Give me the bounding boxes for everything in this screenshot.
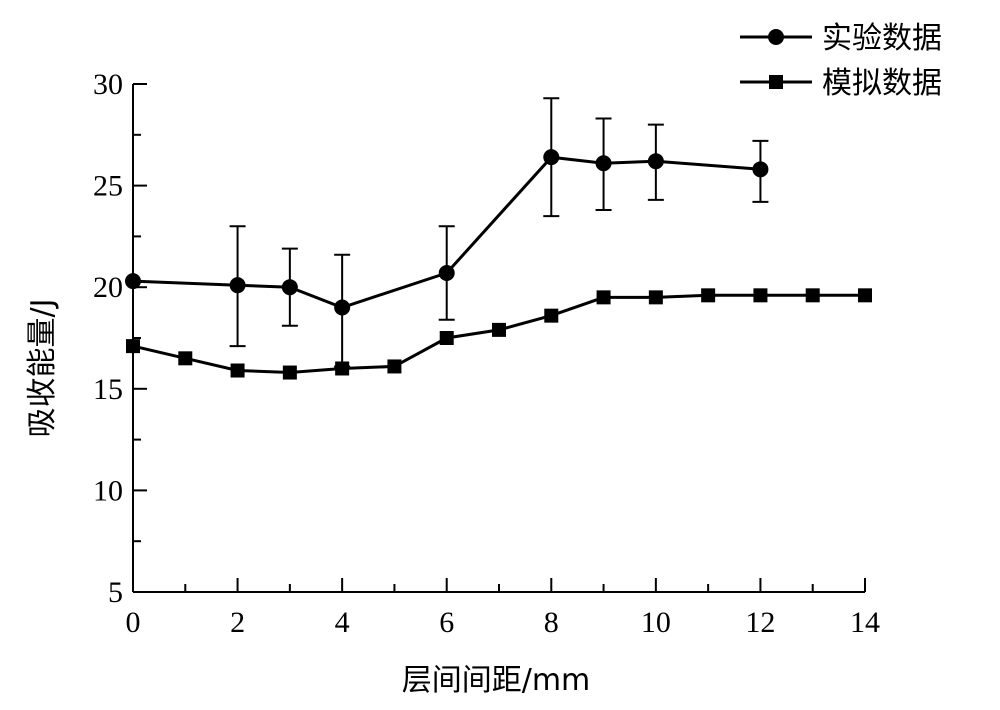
data-point (753, 288, 768, 303)
data-point (230, 363, 245, 378)
y-tick-label: 25 (93, 170, 123, 203)
x-tick-label: 0 (126, 606, 141, 639)
series-layer (125, 97, 872, 380)
data-point (647, 153, 664, 170)
data-point (595, 155, 612, 172)
data-point (439, 331, 454, 345)
data-point (229, 277, 246, 294)
y-tick-label: 5 (108, 576, 123, 609)
x-tick-label: 2 (230, 606, 245, 639)
series-2 (126, 288, 872, 380)
data-point (648, 290, 663, 305)
y-tick-label: 30 (93, 68, 123, 101)
y-tick-label: 15 (93, 373, 123, 406)
data-point (334, 299, 351, 316)
x-tick-label: 10 (641, 606, 671, 639)
x-tick-label: 8 (544, 606, 559, 639)
legend-label: 实验数据 (822, 21, 942, 56)
data-point (543, 149, 560, 166)
axes: 0 2 4 6 8 10 12 14 5 10 15 20 25 30 (93, 68, 880, 639)
data-point (858, 288, 872, 303)
legend-entry-1: 实验数据 (740, 21, 942, 56)
y-tick-label: 10 (93, 474, 123, 507)
data-point (281, 279, 298, 296)
legend-label: 模拟数据 (822, 66, 942, 101)
data-point (752, 161, 769, 178)
data-point (805, 288, 820, 303)
series-1 (125, 97, 769, 368)
data-point (438, 264, 455, 281)
data-point (596, 290, 611, 305)
y-tick-label: 20 (93, 271, 123, 304)
x-tick-label: 14 (850, 606, 880, 639)
data-point (282, 365, 297, 380)
data-point (701, 288, 716, 303)
legend-entry-2: 模拟数据 (740, 66, 942, 101)
data-point (178, 351, 193, 366)
data-point (125, 273, 141, 290)
x-tick-label: 12 (745, 606, 775, 639)
data-point (544, 308, 559, 323)
data-point (335, 361, 350, 376)
legend-marker (768, 29, 784, 45)
data-point (126, 339, 140, 354)
x-tick-label: 4 (335, 606, 350, 639)
legend-marker (769, 75, 783, 89)
x-axis-label: 层间间距/mm (402, 663, 591, 698)
data-point (492, 322, 506, 337)
x-tick-label: 6 (439, 606, 454, 639)
y-axis-label: 吸收能量/J (25, 299, 60, 438)
data-point (387, 359, 402, 374)
